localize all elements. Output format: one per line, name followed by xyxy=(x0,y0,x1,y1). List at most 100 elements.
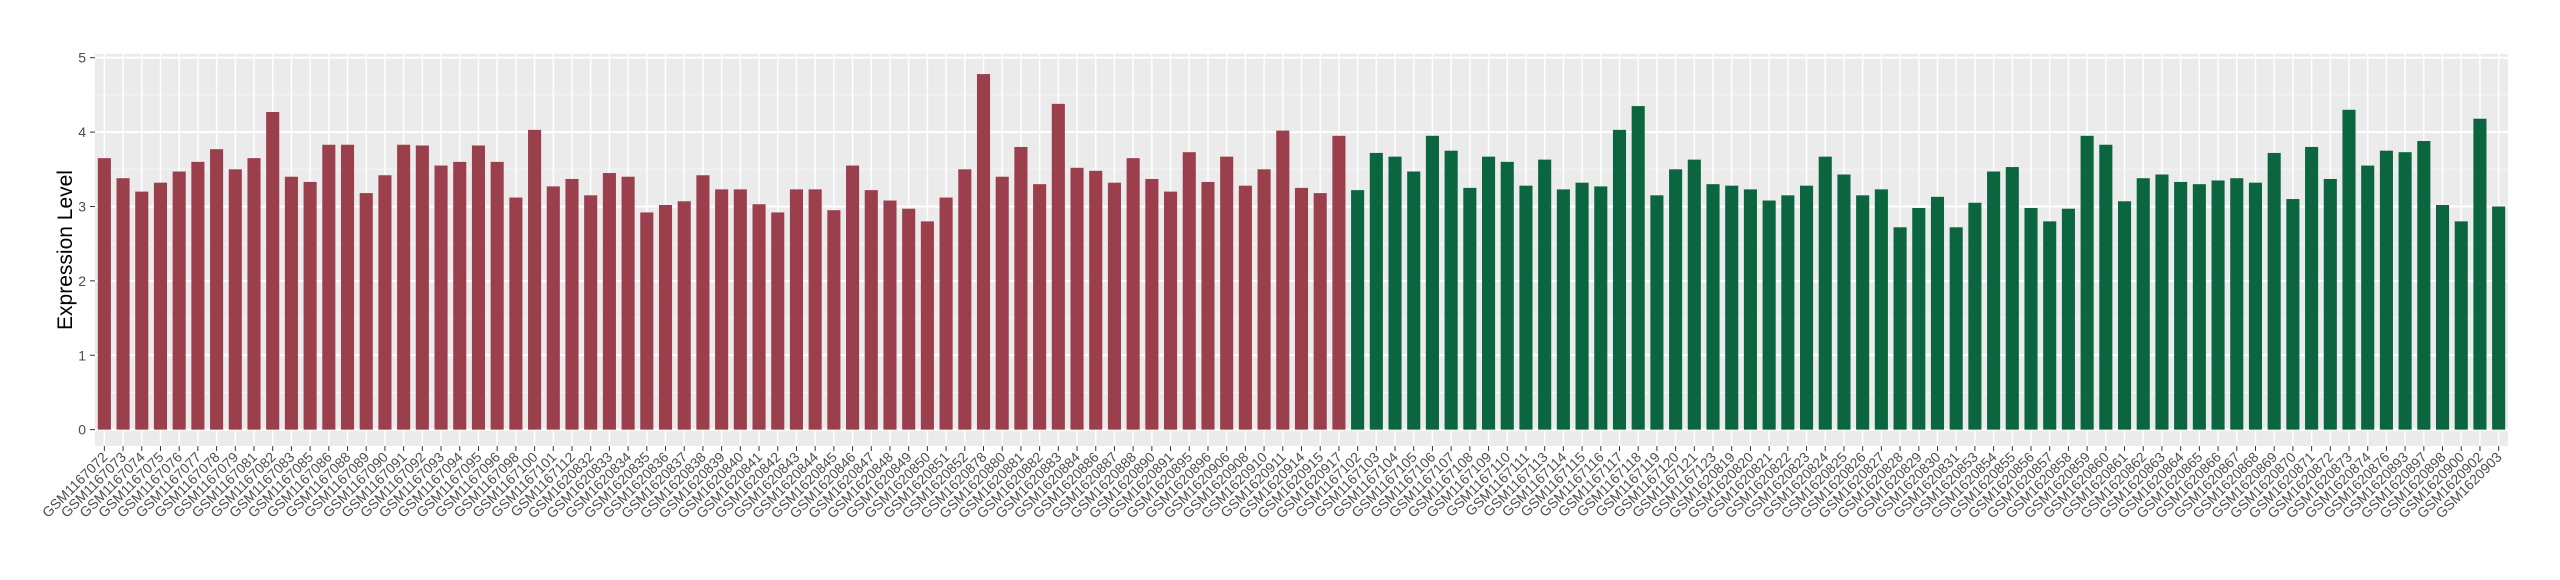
bar xyxy=(2305,146,2319,430)
bar xyxy=(172,171,186,430)
bar xyxy=(920,221,934,430)
bar xyxy=(1687,159,1701,430)
y-axis-label: Expression Level xyxy=(54,170,77,330)
bar xyxy=(752,204,766,430)
bar xyxy=(1893,227,1907,430)
bar xyxy=(1407,171,1421,430)
bar xyxy=(1987,171,2001,430)
bar xyxy=(322,144,336,430)
bar xyxy=(1556,189,1570,430)
bar xyxy=(1594,186,1608,430)
bar xyxy=(658,204,673,430)
bar xyxy=(2005,167,2019,430)
bar xyxy=(1294,187,1309,430)
bar xyxy=(621,176,635,430)
bar xyxy=(602,173,616,430)
bar xyxy=(2492,206,2506,430)
bar xyxy=(733,189,747,430)
y-tick-label: 1 xyxy=(78,347,86,363)
bar xyxy=(696,175,710,430)
bar xyxy=(1743,189,1757,430)
bar xyxy=(1650,195,1664,430)
bar xyxy=(1201,181,1215,430)
bar xyxy=(808,189,822,430)
bar xyxy=(266,112,280,430)
bar xyxy=(1762,200,1776,430)
bar xyxy=(827,210,841,430)
bar xyxy=(846,165,860,430)
bar xyxy=(528,129,542,430)
bar xyxy=(2230,178,2244,430)
bar xyxy=(210,149,224,430)
bar xyxy=(1014,146,1028,430)
bar xyxy=(1968,202,1982,430)
bar xyxy=(303,181,317,430)
bar xyxy=(434,165,448,430)
bar xyxy=(1332,135,1346,430)
bar xyxy=(1856,195,1870,430)
bar xyxy=(1388,156,1402,430)
bar xyxy=(2361,165,2375,430)
bar xyxy=(1145,178,1159,430)
bar xyxy=(1669,169,1683,430)
bar xyxy=(1706,184,1720,430)
bar xyxy=(1107,182,1121,430)
bar xyxy=(1799,185,1814,430)
bar xyxy=(976,74,991,430)
bar xyxy=(902,208,916,430)
y-tick-label: 0 xyxy=(78,422,86,438)
y-tick-label: 5 xyxy=(78,50,86,66)
bar xyxy=(1874,189,1888,430)
bar xyxy=(584,195,598,430)
bar xyxy=(2099,144,2113,430)
bar xyxy=(1725,185,1739,430)
bar xyxy=(2435,204,2450,430)
y-tick-label: 2 xyxy=(78,273,86,289)
bar xyxy=(2248,182,2263,430)
bar xyxy=(1912,207,1926,430)
bar xyxy=(2117,201,2132,430)
bar xyxy=(135,191,149,430)
bar xyxy=(284,176,298,430)
bar xyxy=(97,158,111,430)
bar xyxy=(1089,170,1103,430)
bar xyxy=(1482,156,1496,430)
bar xyxy=(2454,221,2468,430)
bar xyxy=(1930,196,1945,430)
bar xyxy=(1051,103,1065,430)
bar xyxy=(1631,106,1645,430)
bar xyxy=(2155,174,2169,430)
bar xyxy=(340,144,355,430)
bar xyxy=(2136,178,2150,430)
bar xyxy=(2211,180,2225,430)
bar xyxy=(1238,185,1252,430)
bar xyxy=(1182,152,1196,430)
bar xyxy=(1575,182,1589,430)
bar xyxy=(397,144,411,430)
bar xyxy=(2379,150,2393,430)
bar xyxy=(2024,207,2038,430)
bar xyxy=(2323,178,2337,430)
bar xyxy=(1781,195,1795,430)
bar xyxy=(378,175,392,430)
bar xyxy=(640,212,654,430)
bar xyxy=(509,197,523,430)
bar xyxy=(715,189,729,430)
bar xyxy=(1033,184,1047,430)
y-tick-label: 3 xyxy=(78,198,86,214)
bar xyxy=(1425,135,1439,430)
bar xyxy=(958,169,972,430)
bar xyxy=(1313,193,1327,430)
bar xyxy=(995,176,1009,430)
bar xyxy=(565,178,579,430)
bar xyxy=(1351,190,1365,430)
bar xyxy=(247,158,261,430)
bar xyxy=(2342,109,2356,430)
bar xyxy=(1276,130,1290,430)
bar xyxy=(153,182,168,430)
y-tick-label: 4 xyxy=(78,124,86,140)
bar xyxy=(1463,187,1477,430)
bar xyxy=(116,178,130,430)
bar xyxy=(939,197,953,430)
